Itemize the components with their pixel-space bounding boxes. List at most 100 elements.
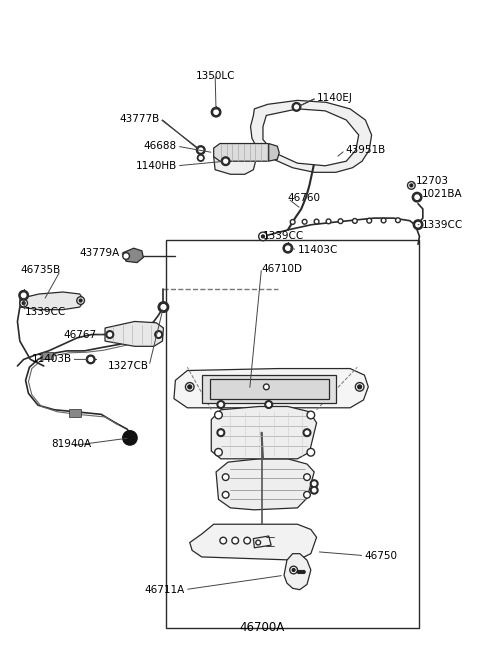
- Circle shape: [222, 474, 229, 480]
- Circle shape: [244, 537, 251, 544]
- Circle shape: [412, 192, 422, 202]
- Text: 1140EJ: 1140EJ: [317, 92, 352, 103]
- Circle shape: [77, 297, 84, 304]
- Polygon shape: [190, 524, 317, 560]
- Polygon shape: [216, 459, 314, 510]
- Text: 43951B: 43951B: [345, 145, 385, 155]
- Polygon shape: [210, 379, 328, 399]
- Circle shape: [312, 489, 316, 492]
- Circle shape: [381, 218, 386, 223]
- Circle shape: [286, 246, 290, 251]
- Circle shape: [410, 184, 413, 187]
- Circle shape: [367, 218, 372, 223]
- Circle shape: [86, 355, 95, 363]
- Circle shape: [158, 302, 168, 312]
- Circle shape: [304, 491, 311, 498]
- Circle shape: [311, 480, 318, 487]
- Text: 46735B: 46735B: [20, 266, 60, 276]
- Circle shape: [307, 411, 315, 419]
- Circle shape: [265, 401, 273, 408]
- Circle shape: [79, 299, 82, 302]
- Text: 11403C: 11403C: [298, 245, 338, 255]
- Circle shape: [20, 299, 27, 307]
- Text: 43779A: 43779A: [79, 248, 120, 258]
- Circle shape: [215, 449, 222, 456]
- Circle shape: [355, 382, 364, 391]
- Circle shape: [214, 110, 218, 114]
- Circle shape: [298, 571, 300, 573]
- Polygon shape: [42, 352, 53, 359]
- Bar: [166, 239, 420, 628]
- Circle shape: [352, 218, 357, 223]
- Circle shape: [89, 358, 93, 361]
- Circle shape: [219, 403, 223, 406]
- Text: 46767: 46767: [63, 329, 96, 340]
- Circle shape: [358, 385, 361, 389]
- Circle shape: [155, 331, 162, 338]
- Circle shape: [311, 486, 318, 494]
- Circle shape: [217, 429, 225, 436]
- Circle shape: [215, 411, 222, 419]
- Circle shape: [314, 219, 319, 224]
- Text: 1339CC: 1339CC: [422, 220, 463, 230]
- Polygon shape: [69, 409, 81, 417]
- Text: 46711A: 46711A: [144, 584, 185, 594]
- Polygon shape: [105, 321, 163, 346]
- Circle shape: [220, 537, 227, 544]
- Text: 1327CB: 1327CB: [108, 361, 149, 371]
- Circle shape: [312, 482, 316, 485]
- Circle shape: [199, 156, 202, 159]
- Circle shape: [22, 302, 25, 304]
- Text: 1350LC: 1350LC: [195, 71, 235, 81]
- Circle shape: [199, 148, 203, 152]
- Text: 1021BA: 1021BA: [422, 189, 463, 199]
- Circle shape: [256, 540, 261, 545]
- Circle shape: [295, 105, 299, 109]
- Circle shape: [292, 102, 301, 112]
- Text: 81940A: 81940A: [51, 439, 92, 449]
- Circle shape: [108, 333, 111, 337]
- Circle shape: [185, 382, 194, 391]
- Polygon shape: [269, 144, 279, 161]
- Text: 46710D: 46710D: [262, 264, 302, 274]
- Polygon shape: [174, 369, 368, 408]
- Circle shape: [302, 219, 307, 224]
- Text: 1140HB: 1140HB: [135, 161, 177, 171]
- Text: 46750: 46750: [364, 550, 397, 561]
- Circle shape: [303, 429, 311, 436]
- Text: 46688: 46688: [144, 141, 177, 151]
- Circle shape: [197, 155, 204, 161]
- Circle shape: [188, 385, 192, 389]
- Circle shape: [211, 108, 221, 117]
- Polygon shape: [284, 554, 311, 590]
- Circle shape: [290, 566, 298, 574]
- Circle shape: [307, 449, 315, 456]
- Text: 46700A: 46700A: [239, 621, 284, 634]
- Circle shape: [262, 235, 264, 238]
- Circle shape: [219, 431, 223, 434]
- Circle shape: [123, 253, 130, 259]
- Circle shape: [413, 220, 423, 230]
- Polygon shape: [20, 292, 84, 310]
- Circle shape: [224, 159, 228, 163]
- Text: 11403B: 11403B: [31, 354, 72, 364]
- Circle shape: [123, 431, 137, 445]
- Circle shape: [161, 304, 166, 310]
- Polygon shape: [202, 375, 336, 403]
- Polygon shape: [211, 407, 317, 459]
- Circle shape: [259, 232, 267, 241]
- Circle shape: [305, 431, 309, 434]
- Circle shape: [283, 243, 293, 253]
- Circle shape: [302, 571, 305, 573]
- Circle shape: [267, 403, 270, 406]
- Circle shape: [304, 474, 311, 480]
- Circle shape: [416, 222, 420, 227]
- Text: 1339CC: 1339CC: [24, 307, 66, 317]
- Circle shape: [326, 219, 331, 224]
- Text: 43777B: 43777B: [120, 113, 159, 124]
- Polygon shape: [251, 100, 372, 173]
- Circle shape: [222, 491, 229, 498]
- Circle shape: [221, 157, 230, 165]
- Circle shape: [290, 220, 295, 224]
- Circle shape: [232, 537, 239, 544]
